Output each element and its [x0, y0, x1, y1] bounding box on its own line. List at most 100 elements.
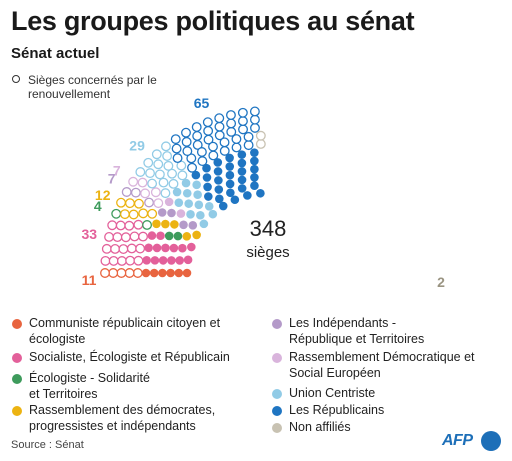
seat	[147, 231, 157, 240]
legend-swatch	[272, 319, 282, 329]
seat-renewed	[231, 134, 242, 144]
seat	[144, 243, 153, 253]
seat	[169, 243, 179, 253]
legend-label: Écologiste - Solidarité et Territoires	[29, 371, 150, 401]
seat	[204, 192, 213, 201]
seat-renewed	[112, 232, 123, 243]
seat-renewed	[133, 255, 144, 266]
seat-renewed	[243, 140, 254, 151]
seat-renewed	[145, 168, 156, 179]
seat	[176, 209, 186, 218]
seat	[167, 256, 176, 265]
seat-renewed	[143, 157, 154, 168]
seat-renewed	[142, 220, 153, 230]
seat-renewed	[126, 243, 137, 254]
group-count-label: 65	[194, 95, 210, 111]
seat	[182, 268, 192, 278]
total-seats-value: 348	[250, 216, 287, 241]
seat-renewed	[237, 116, 248, 127]
seat	[192, 180, 201, 190]
seat-renewed	[107, 220, 118, 231]
seat	[174, 198, 184, 207]
seat-renewed	[137, 177, 148, 188]
seat	[188, 221, 198, 230]
seat-renewed	[192, 131, 203, 141]
seat	[250, 164, 259, 174]
seat	[237, 150, 247, 159]
seat-renewed	[147, 178, 158, 189]
seat	[199, 219, 209, 229]
seat-renewed	[255, 130, 266, 141]
seat-renewed	[124, 268, 135, 278]
seat-renewed	[208, 141, 218, 152]
seat-renewed	[214, 121, 225, 132]
legend: Communiste républicain citoyen et écolog…	[12, 316, 512, 436]
seat	[226, 188, 235, 198]
seat	[213, 167, 223, 176]
afp-logo-circle	[481, 431, 501, 451]
seat	[225, 170, 235, 180]
seat	[183, 255, 193, 265]
seat-renewed	[237, 107, 248, 118]
legend-label: Non affiliés	[289, 420, 351, 434]
seat	[250, 156, 259, 166]
seat	[187, 242, 196, 252]
seat-renewed	[100, 255, 111, 266]
legend-item: Les Indépendants - République et Territo…	[272, 316, 432, 347]
seat	[204, 202, 214, 211]
seat	[225, 162, 235, 171]
legend-swatch	[12, 353, 22, 363]
seat-renewed	[128, 209, 139, 220]
seat-renewed	[133, 219, 144, 230]
legend-swatch	[272, 406, 282, 416]
seat	[250, 173, 259, 182]
legend-label: Rassemblement Démocratique et Social Eur…	[289, 350, 475, 380]
seat	[214, 185, 224, 194]
seat	[194, 200, 204, 210]
afp-logo: AFP	[442, 430, 502, 452]
legend-label: Socialiste, Écologiste et Républicain	[29, 350, 230, 364]
source-note: Source : Sénat	[11, 439, 84, 451]
seat-renewed	[120, 232, 131, 243]
seat-renewed	[219, 145, 230, 156]
seat-renewed	[135, 167, 146, 177]
seat-renewed	[171, 143, 182, 154]
group-count-label: 7	[113, 162, 121, 178]
seat-renewed	[197, 156, 208, 167]
seat-renewed	[219, 137, 230, 148]
seat	[196, 210, 205, 220]
seat	[225, 179, 235, 189]
seat	[158, 268, 167, 278]
group-count-label: 33	[82, 226, 98, 242]
seat	[250, 181, 259, 190]
seat-renewed	[124, 220, 135, 231]
seat	[186, 210, 195, 219]
seat-renewed	[153, 159, 164, 170]
seat	[237, 158, 247, 168]
seat-renewed	[101, 243, 112, 254]
legend-item: Rassemblement des démocrates, progressis…	[12, 403, 252, 434]
seat	[178, 243, 187, 253]
seat-renewed	[129, 231, 140, 242]
seat	[161, 219, 170, 229]
renewal-note-text: Sièges concernés par le renouvellement	[28, 73, 157, 101]
seat-renewed	[202, 117, 213, 128]
seat	[213, 158, 223, 167]
seat	[152, 243, 162, 253]
seat	[182, 188, 192, 198]
group-count-label: 12	[95, 187, 111, 203]
seat-renewed	[121, 187, 132, 197]
group-count-label: 29	[129, 138, 145, 154]
seat	[152, 219, 161, 229]
seat	[250, 148, 259, 157]
legend-swatch	[272, 389, 282, 399]
seat	[141, 268, 151, 278]
legend-label: Les Indépendants - République et Territo…	[289, 316, 425, 346]
seat-renewed	[238, 124, 248, 135]
seat-renewed	[108, 268, 119, 278]
seat	[157, 208, 167, 217]
legend-item: Les Républicains	[272, 403, 502, 419]
seat-renewed	[116, 256, 127, 266]
